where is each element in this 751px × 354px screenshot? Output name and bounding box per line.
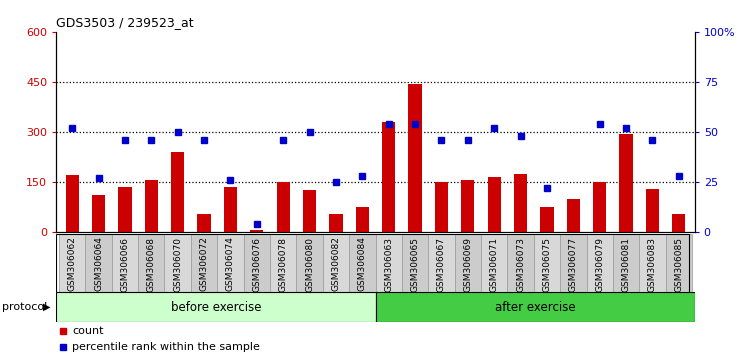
- Bar: [402, 234, 428, 292]
- Text: GSM306069: GSM306069: [463, 236, 472, 292]
- Bar: [112, 234, 138, 292]
- Bar: [297, 234, 323, 292]
- Bar: [639, 234, 665, 292]
- Bar: [119, 187, 131, 232]
- Bar: [672, 213, 686, 232]
- Text: GSM306073: GSM306073: [516, 236, 525, 292]
- Text: ▶: ▶: [43, 302, 50, 312]
- Bar: [323, 234, 349, 292]
- Text: GSM306080: GSM306080: [305, 236, 314, 292]
- Bar: [145, 180, 158, 232]
- Bar: [171, 152, 184, 232]
- Bar: [567, 199, 580, 232]
- Bar: [270, 234, 297, 292]
- Text: GSM306074: GSM306074: [226, 236, 235, 291]
- Text: before exercise: before exercise: [170, 301, 261, 314]
- Text: after exercise: after exercise: [495, 301, 575, 314]
- Text: GSM306081: GSM306081: [622, 236, 631, 292]
- Bar: [164, 234, 191, 292]
- Text: GSM306062: GSM306062: [68, 236, 77, 291]
- Bar: [349, 234, 376, 292]
- Bar: [481, 234, 508, 292]
- Text: GSM306079: GSM306079: [596, 236, 605, 292]
- Text: GSM306067: GSM306067: [437, 236, 446, 292]
- Bar: [56, 292, 376, 322]
- Bar: [646, 189, 659, 232]
- Text: GSM306068: GSM306068: [146, 236, 155, 292]
- Text: GSM306082: GSM306082: [331, 236, 340, 291]
- Bar: [428, 234, 454, 292]
- Text: GSM306070: GSM306070: [173, 236, 182, 292]
- Bar: [534, 234, 560, 292]
- Text: GSM306063: GSM306063: [385, 236, 394, 292]
- Text: percentile rank within the sample: percentile rank within the sample: [72, 342, 260, 352]
- Bar: [620, 133, 632, 232]
- Bar: [487, 177, 501, 232]
- Text: GSM306076: GSM306076: [252, 236, 261, 292]
- Bar: [587, 234, 613, 292]
- Text: GSM306072: GSM306072: [200, 236, 209, 291]
- Text: GSM306065: GSM306065: [411, 236, 420, 292]
- Text: GSM306071: GSM306071: [490, 236, 499, 292]
- Bar: [198, 213, 210, 232]
- Bar: [613, 234, 639, 292]
- Bar: [65, 175, 79, 232]
- Bar: [92, 195, 105, 232]
- Text: GSM306077: GSM306077: [569, 236, 578, 292]
- Bar: [330, 213, 342, 232]
- Bar: [560, 234, 587, 292]
- Bar: [541, 207, 553, 232]
- Bar: [59, 234, 86, 292]
- Bar: [461, 180, 475, 232]
- Text: GSM306075: GSM306075: [542, 236, 551, 292]
- Bar: [409, 84, 421, 232]
- Bar: [454, 234, 481, 292]
- Text: GSM306085: GSM306085: [674, 236, 683, 292]
- Bar: [382, 122, 395, 232]
- Bar: [276, 182, 290, 232]
- Bar: [593, 182, 606, 232]
- Bar: [138, 234, 164, 292]
- Bar: [224, 187, 237, 232]
- Bar: [217, 234, 243, 292]
- Text: GSM306083: GSM306083: [648, 236, 657, 292]
- Bar: [86, 234, 112, 292]
- Bar: [376, 234, 402, 292]
- Bar: [303, 190, 316, 232]
- Bar: [250, 230, 264, 232]
- Text: GSM306078: GSM306078: [279, 236, 288, 292]
- Text: GSM306064: GSM306064: [94, 236, 103, 291]
- Bar: [243, 234, 270, 292]
- Bar: [435, 182, 448, 232]
- Text: GSM306084: GSM306084: [357, 236, 366, 291]
- Bar: [508, 234, 534, 292]
- Text: GSM306066: GSM306066: [120, 236, 129, 292]
- Bar: [376, 292, 695, 322]
- Text: protocol: protocol: [2, 302, 47, 312]
- Bar: [665, 234, 692, 292]
- Text: GDS3503 / 239523_at: GDS3503 / 239523_at: [56, 16, 194, 29]
- Bar: [356, 207, 369, 232]
- Text: count: count: [72, 326, 104, 336]
- Bar: [191, 234, 217, 292]
- Bar: [514, 173, 527, 232]
